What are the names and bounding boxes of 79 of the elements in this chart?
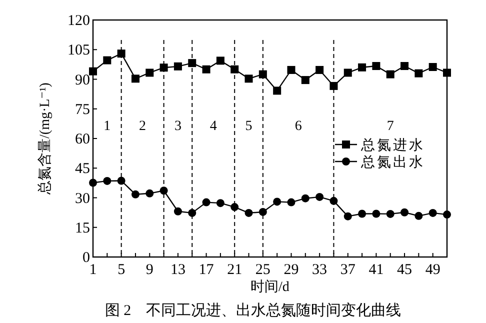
point [89, 67, 97, 76]
point [358, 63, 366, 72]
point [244, 208, 253, 217]
point [216, 56, 224, 65]
x-tick-label: 45 [397, 262, 412, 278]
point [131, 74, 140, 83]
x-tick-label: 9 [146, 262, 154, 278]
point [301, 76, 310, 84]
y-tick-label: 45 [75, 161, 90, 178]
point [174, 207, 182, 216]
point [146, 68, 154, 77]
point [202, 65, 210, 74]
point [103, 56, 112, 64]
point [230, 65, 239, 74]
point [428, 63, 437, 72]
point [174, 62, 182, 70]
x-tick-label: 29 [284, 262, 299, 278]
y-tick-label: 75 [75, 102, 90, 118]
point [386, 210, 394, 218]
y-label: 总氮含量/(mg·L⁻¹) [38, 82, 53, 194]
x-tick-label: 49 [425, 262, 440, 278]
x-tick-label: 13 [170, 262, 186, 278]
y-tick-label: 90 [75, 72, 90, 88]
point [258, 208, 267, 216]
point [89, 178, 97, 187]
point [244, 74, 253, 83]
y-tick-label: 60 [75, 132, 90, 148]
point [414, 69, 423, 78]
point [202, 198, 210, 206]
point [443, 68, 451, 77]
x-tick-label: 17 [198, 262, 214, 278]
x-tick-label: 25 [255, 262, 270, 278]
point [188, 208, 196, 217]
point [330, 82, 338, 90]
x-tick-label: 33 [312, 262, 328, 278]
point [301, 194, 310, 202]
point [160, 186, 168, 195]
point [344, 68, 352, 77]
y-tick-label: 105 [68, 42, 90, 59]
point [316, 66, 324, 74]
point [414, 212, 423, 220]
point [160, 64, 168, 72]
point [146, 189, 154, 198]
point [273, 198, 282, 206]
point [443, 210, 451, 219]
point [273, 86, 282, 95]
point [287, 66, 296, 74]
point [230, 203, 239, 212]
point [400, 208, 409, 216]
x-tick-label: 37 [340, 262, 356, 278]
point [103, 176, 112, 185]
point [258, 70, 267, 78]
legend-label: 总氮出水 [360, 154, 425, 170]
point [386, 70, 394, 78]
point [117, 50, 126, 58]
x-tick-label: 41 [368, 262, 384, 278]
y-tick-label: 120 [68, 13, 90, 29]
caption: 图 2 不同工况进、出水总氮随时间变化曲线 [104, 303, 402, 319]
point [316, 192, 324, 201]
x-label: 时间/d [250, 280, 290, 295]
point [330, 196, 338, 205]
point [117, 176, 126, 185]
y-tick-label: 15 [75, 220, 90, 236]
point [131, 190, 140, 198]
x-tick-label: 5 [118, 262, 126, 278]
y-tick-label: 30 [75, 190, 90, 207]
x-tick-label: 21 [227, 262, 242, 278]
point [372, 210, 380, 218]
point [344, 212, 352, 220]
point [358, 210, 366, 218]
point [400, 62, 409, 70]
x-tick-label: 1 [89, 262, 97, 278]
point [216, 199, 224, 208]
legend-label: 总氮进水 [360, 138, 425, 154]
y-tick-label: 0 [82, 250, 90, 266]
point [428, 208, 437, 217]
point [287, 198, 296, 206]
point [372, 62, 380, 70]
point [188, 59, 196, 68]
